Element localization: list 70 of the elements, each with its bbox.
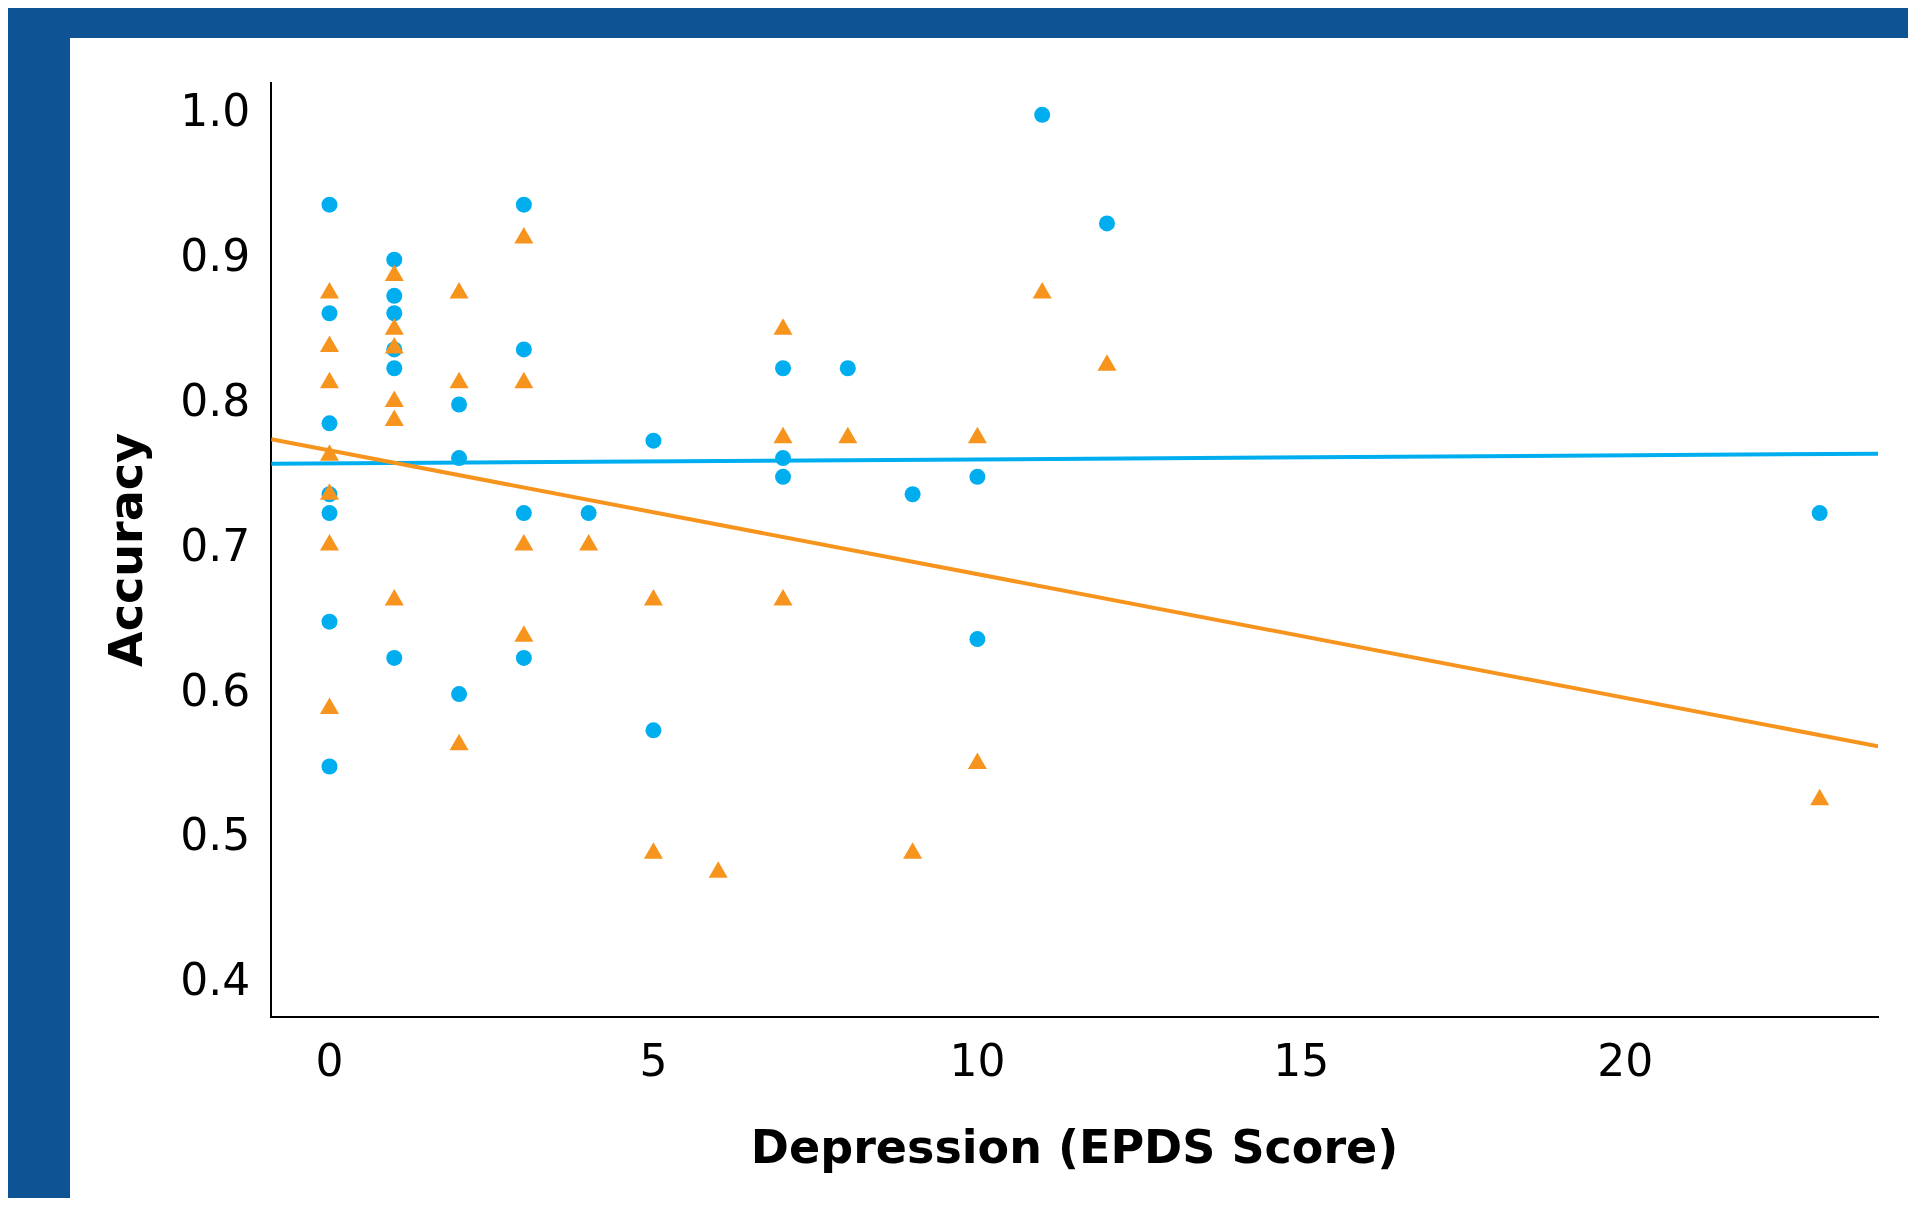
- y-tick-label: 0.4: [180, 954, 251, 1006]
- y-tick-label: 0.5: [180, 809, 251, 861]
- point: [384, 588, 404, 606]
- point: [321, 505, 338, 522]
- x-tick-label: 20: [1597, 1034, 1654, 1086]
- point: [839, 360, 856, 377]
- point: [515, 649, 532, 666]
- point: [451, 396, 468, 413]
- point: [643, 588, 663, 606]
- point: [773, 318, 793, 335]
- point: [515, 196, 532, 213]
- point: [903, 842, 923, 859]
- point: [904, 486, 921, 503]
- point: [967, 752, 987, 770]
- point: [645, 432, 662, 449]
- point: [384, 390, 404, 408]
- point: [321, 415, 338, 432]
- point: [386, 287, 403, 304]
- point: [515, 505, 532, 522]
- x-tick-label: 10: [949, 1034, 1006, 1086]
- point: [319, 371, 340, 389]
- point: [384, 337, 404, 354]
- point: [775, 360, 792, 377]
- point: [838, 426, 858, 444]
- point: [775, 468, 792, 485]
- point: [773, 588, 793, 606]
- point: [319, 444, 340, 461]
- point: [384, 264, 404, 282]
- point: [384, 318, 404, 335]
- y-tick-label: 0.7: [180, 519, 251, 571]
- x-tick-label: 15: [1273, 1034, 1330, 1086]
- point: [451, 450, 468, 467]
- point: [321, 613, 338, 630]
- point: [449, 733, 469, 751]
- point: [449, 371, 469, 389]
- x-tick-label: 5: [639, 1034, 668, 1086]
- point: [969, 468, 986, 485]
- point: [515, 341, 532, 358]
- point: [384, 409, 404, 426]
- point: [319, 335, 340, 353]
- point: [773, 426, 793, 444]
- point: [386, 360, 403, 377]
- point: [643, 842, 663, 859]
- y-tick-label: 0.6: [180, 664, 251, 716]
- point: [386, 649, 403, 666]
- point: [514, 533, 534, 551]
- y-tick-label: 1.0: [180, 85, 251, 137]
- point: [1810, 788, 1830, 806]
- point: [708, 861, 728, 878]
- x-tick-label: 0: [315, 1034, 344, 1086]
- point: [775, 450, 792, 467]
- y-tick-label: 0.9: [180, 230, 251, 282]
- point: [1034, 106, 1051, 123]
- point: [386, 305, 403, 322]
- x-axis-title: Depression (EPDS Score): [750, 1120, 1399, 1175]
- point: [580, 505, 597, 522]
- point: [1098, 215, 1115, 232]
- y-axis-title: Accuracy: [98, 433, 153, 667]
- point: [321, 305, 338, 322]
- point: [1811, 505, 1828, 522]
- point: [319, 533, 340, 551]
- y-tick-label: 0.8: [180, 374, 251, 426]
- point: [514, 371, 534, 389]
- point: [386, 251, 403, 268]
- point: [514, 625, 534, 642]
- point: [967, 426, 987, 444]
- point: [321, 196, 338, 213]
- point: [579, 533, 599, 551]
- point: [319, 697, 340, 715]
- point: [1097, 354, 1117, 371]
